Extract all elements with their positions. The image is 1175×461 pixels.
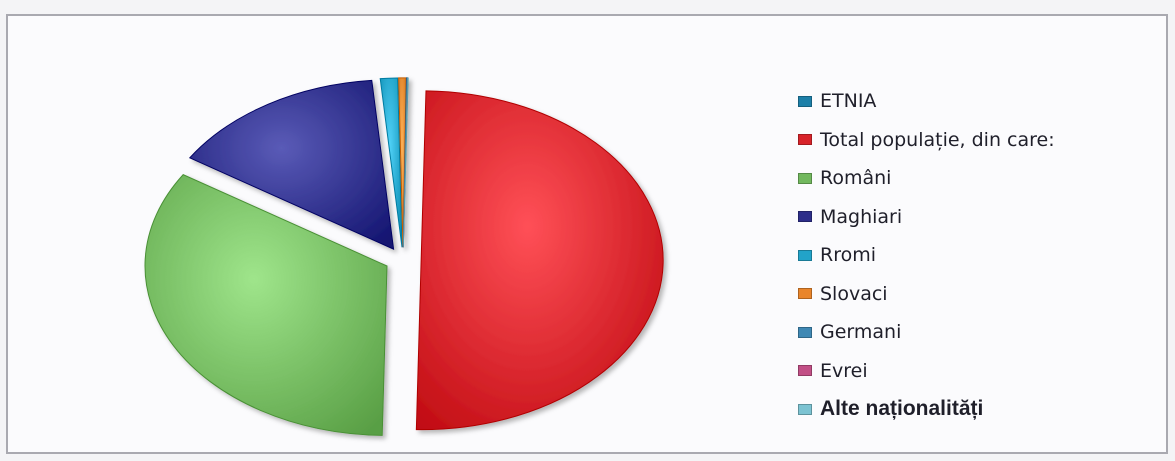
legend-swatch [798,365,812,377]
legend-label: Rromi [820,244,877,267]
pie-slice-2 [144,174,388,436]
legend-item-3: Maghiari [798,198,1055,237]
pie-slice-3 [188,79,395,250]
legend-label: Total populație, din care: [820,128,1055,151]
pie-chart [144,77,664,436]
legend-swatch [798,211,812,223]
legend-swatch [798,95,812,107]
legend-item-1: Total populație, din care: [798,121,1055,160]
legend-swatch [798,403,812,415]
legend-label: ETNIA [820,90,877,113]
pie-slice-1 [415,90,664,431]
legend-item-6: Germani [798,313,1055,352]
legend-item-5: Slovaci [798,275,1055,314]
legend-label: Germani [820,321,902,344]
legend-item-7: Evrei [798,352,1055,391]
legend-swatch [798,134,812,146]
legend-label: Români [820,167,892,190]
legend-label: Slovaci [820,282,888,305]
legend-item-2: Români [798,159,1055,198]
pie-slice-8 [402,77,409,248]
legend-swatch [798,326,812,338]
legend-label: Evrei [820,359,868,382]
legend-label: Alte naționalități [820,397,984,421]
legend-item-0: ETNIA [798,82,1055,121]
legend-item-4: Rromi [798,236,1055,275]
pie-slice-4 [379,77,403,248]
chart-area: ETNIA Total populație, din care: Români Mag… [6,14,1168,454]
legend-swatch [798,249,812,261]
legend-item-8: Alte naționalități [798,390,1055,429]
pie-slices [144,77,664,436]
legend-swatch [798,288,812,300]
legend-swatch [798,172,812,184]
chart-legend: ETNIA Total populație, din care: Români Mag… [798,82,1055,429]
legend-label: Maghiari [820,205,903,228]
